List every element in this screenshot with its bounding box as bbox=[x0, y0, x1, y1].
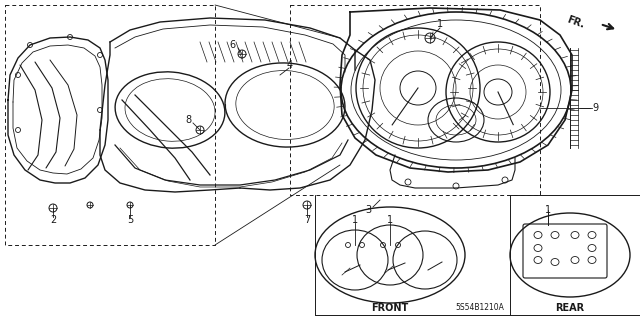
Text: FR.: FR. bbox=[566, 14, 586, 30]
Text: 8: 8 bbox=[185, 115, 191, 125]
Text: 9: 9 bbox=[592, 103, 598, 113]
Text: 1: 1 bbox=[437, 19, 443, 29]
Text: FRONT: FRONT bbox=[371, 303, 408, 313]
Text: REAR: REAR bbox=[556, 303, 584, 313]
Text: 1: 1 bbox=[352, 215, 358, 225]
Text: 1: 1 bbox=[387, 215, 393, 225]
Text: 6: 6 bbox=[229, 40, 235, 50]
Text: 5S54B1210A: 5S54B1210A bbox=[456, 303, 504, 313]
Text: 7: 7 bbox=[304, 215, 310, 225]
Text: 5: 5 bbox=[127, 215, 133, 225]
Text: 3: 3 bbox=[365, 205, 371, 215]
Text: 1: 1 bbox=[545, 205, 551, 215]
Text: 2: 2 bbox=[50, 215, 56, 225]
Text: 4: 4 bbox=[287, 60, 293, 70]
